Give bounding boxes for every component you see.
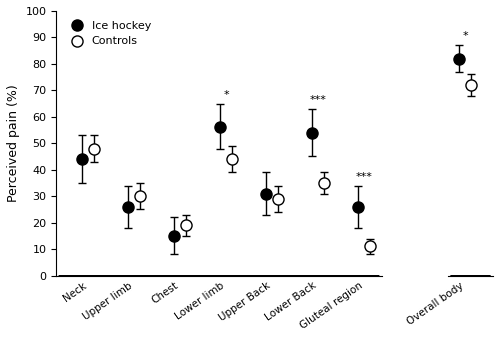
Text: ***: *** xyxy=(310,95,327,105)
Legend: Ice hockey, Controls: Ice hockey, Controls xyxy=(62,17,156,51)
Text: *: * xyxy=(462,31,468,41)
Y-axis label: Perceived pain (%): Perceived pain (%) xyxy=(7,84,20,202)
Text: ***: *** xyxy=(356,172,372,182)
Text: *: * xyxy=(224,90,229,100)
